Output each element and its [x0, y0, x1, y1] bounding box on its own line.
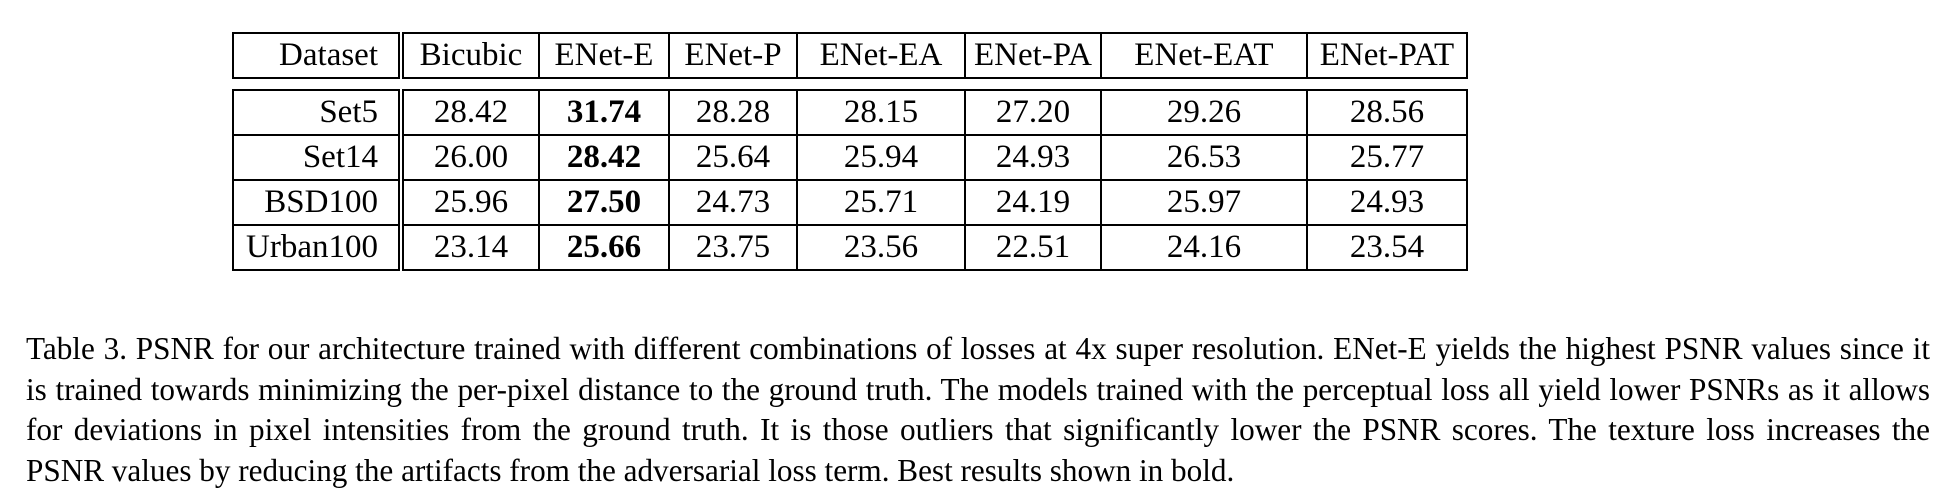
table-cell: 24.93 [964, 134, 1102, 181]
header-cell-bicubic: Bicubic [400, 32, 540, 79]
row-label: Urban100 [232, 224, 404, 271]
table-cell: 28.56 [1305, 89, 1468, 136]
table-cell: 24.19 [964, 179, 1102, 226]
table-header-separator [233, 78, 1467, 90]
table-cell: 25.77 [1305, 134, 1468, 181]
table-cell: 28.28 [668, 89, 798, 136]
table-cell-best: 27.50 [538, 179, 670, 226]
table-cell: 25.97 [1099, 179, 1308, 226]
table-cell: 29.26 [1099, 89, 1308, 136]
table-cell: 24.93 [1305, 179, 1468, 226]
table-cell: 25.94 [796, 134, 966, 181]
table-cell: 23.54 [1305, 224, 1468, 271]
table-row-set14: Set14 26.00 28.42 25.64 25.94 24.93 26.5… [232, 134, 1468, 181]
table-header-row: Dataset Bicubic ENet-E ENet-P ENet-EA EN… [232, 32, 1468, 79]
table-cell: 24.73 [668, 179, 798, 226]
row-label: Set14 [232, 134, 404, 181]
table-cell: 23.14 [400, 224, 540, 271]
header-cell-enet-e: ENet-E [538, 32, 670, 79]
header-cell-enet-pat: ENet-PAT [1305, 32, 1468, 79]
header-cell-enet-eat: ENet-EAT [1099, 32, 1308, 79]
table-cell: 26.53 [1099, 134, 1308, 181]
header-cell-enet-pa: ENet-PA [964, 32, 1102, 79]
table-cell: 25.71 [796, 179, 966, 226]
table-row-urban100: Urban100 23.14 25.66 23.75 23.56 22.51 2… [232, 224, 1468, 271]
table-cell: 28.42 [400, 89, 540, 136]
row-label: Set5 [232, 89, 404, 136]
table-row-bsd100: BSD100 25.96 27.50 24.73 25.71 24.19 25.… [232, 179, 1468, 226]
psnr-results-table: Dataset Bicubic ENet-E ENet-P ENet-EA EN… [232, 32, 1468, 271]
header-cell-dataset: Dataset [232, 32, 404, 79]
table-cell: 26.00 [400, 134, 540, 181]
table-cell-best: 31.74 [538, 89, 670, 136]
table-caption: Table 3. PSNR for our architecture train… [26, 331, 1930, 488]
results-table-container: Dataset Bicubic ENet-E ENet-P ENet-EA EN… [232, 32, 1468, 271]
header-cell-enet-ea: ENet-EA [796, 32, 966, 79]
table-cell: 23.75 [668, 224, 798, 271]
header-cell-enet-p: ENet-P [668, 32, 798, 79]
table-cell: 23.56 [796, 224, 966, 271]
table-cell: 28.15 [796, 89, 966, 136]
table-cell: 24.16 [1099, 224, 1308, 271]
table-row-set5: Set5 28.42 31.74 28.28 28.15 27.20 29.26… [232, 89, 1468, 136]
table-cell: 25.96 [400, 179, 540, 226]
table-cell: 27.20 [964, 89, 1102, 136]
table-cell-best: 25.66 [538, 224, 670, 271]
table-cell-best: 28.42 [538, 134, 670, 181]
row-label: BSD100 [232, 179, 404, 226]
table-cell: 25.64 [668, 134, 798, 181]
table-cell: 22.51 [964, 224, 1102, 271]
